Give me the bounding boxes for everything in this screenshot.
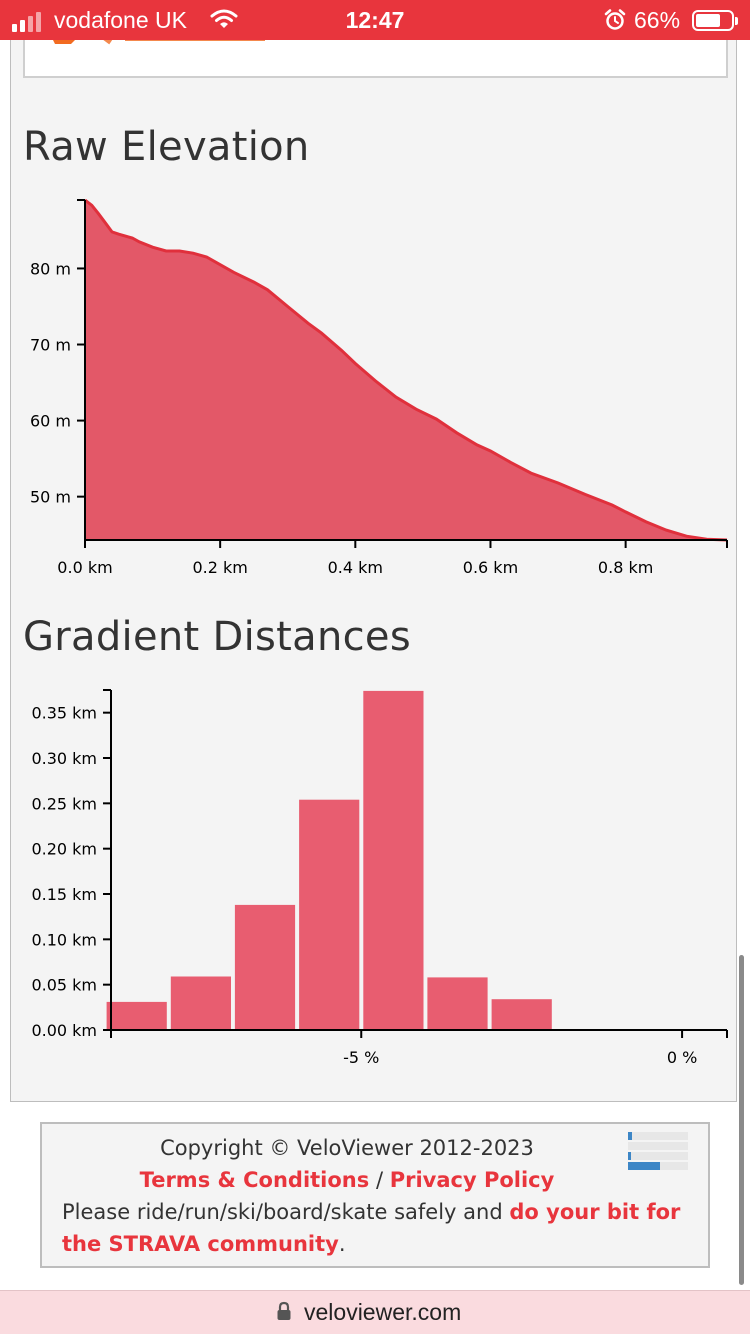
y-tick-label: 0.35 km — [31, 704, 97, 723]
cellular-signal-icon — [12, 12, 41, 32]
safety-text: Please ride/run/ski/board/skate safely a… — [62, 1200, 510, 1224]
y-tick-label: 0.20 km — [31, 840, 97, 859]
gradient-bar — [299, 799, 360, 1030]
legal-links: Terms & Conditions / Privacy Policy — [42, 1164, 652, 1196]
y-tick-label: 60 m — [30, 412, 71, 431]
battery-percentage: 66% — [634, 7, 681, 33]
browser-url-bar[interactable]: veloviewer.com — [0, 1290, 750, 1334]
gradient-bar — [170, 976, 231, 1030]
battery-icon — [692, 10, 738, 31]
legal-separator: / — [369, 1168, 390, 1192]
url-text: veloviewer.com — [304, 1299, 462, 1325]
gradient-bar — [106, 1001, 167, 1030]
y-tick-label: 80 m — [30, 259, 71, 278]
elevation-area — [85, 200, 727, 540]
gradient-distances-title: Gradient Distances — [23, 614, 411, 660]
x-tick-label: 0.0 km — [57, 558, 112, 577]
terms-link[interactable]: Terms & Conditions — [139, 1168, 370, 1192]
carrier-name: vodafone UK — [54, 7, 187, 33]
copyright-text: Copyright © VeloViewer 2012-2023 — [160, 1136, 534, 1160]
x-tick-label: -5 % — [343, 1048, 379, 1067]
previous-section-box — [23, 40, 728, 78]
server-stats-icon — [628, 1132, 690, 1172]
y-tick-label: 0.00 km — [31, 1021, 97, 1040]
raw-elevation-chart: 50 m 60 m 70 m 80 m 0.0 km 0.2 km 0.4 km 0.6 km… — [11, 190, 738, 590]
elevation-line — [84, 198, 728, 542]
x-tick-label: 0.2 km — [192, 558, 247, 577]
safety-message: Please ride/run/ski/board/skate safely a… — [62, 1196, 682, 1260]
x-tick-label: 0 % — [667, 1048, 697, 1067]
status-time: 12:47 — [345, 7, 405, 33]
alarm-clock-icon — [604, 9, 626, 30]
y-tick-label: 0.15 km — [31, 885, 97, 904]
x-tick-label: 0.4 km — [328, 558, 383, 577]
y-tick-label: 0.25 km — [31, 794, 97, 813]
strava-logo-fragment-icon — [53, 40, 265, 45]
wifi-icon — [210, 9, 238, 28]
battery-fill — [696, 14, 720, 27]
x-tick-label: 0.8 km — [598, 558, 653, 577]
gradient-bar — [427, 977, 488, 1030]
x-tick-label: 0.6 km — [463, 558, 518, 577]
y-tick-label: 0.05 km — [31, 976, 97, 995]
privacy-link[interactable]: Privacy Policy — [389, 1168, 555, 1192]
gradient-bar — [363, 690, 424, 1030]
gradient-bar — [234, 904, 296, 1030]
activity-panel: Raw Elevation 50 m 60 m 70 m 80 m 0.0 km 0.2 … — [10, 40, 737, 1102]
y-tick-label: 0.30 km — [31, 749, 97, 768]
y-tick-label: 70 m — [30, 336, 71, 355]
lock-icon — [277, 1301, 291, 1320]
y-tick-label: 0.10 km — [31, 930, 97, 949]
y-tick-label: 50 m — [30, 488, 71, 507]
status-bar: vodafone UK 12:47 66% — [0, 0, 750, 40]
safety-end: . — [338, 1232, 346, 1256]
page-scrollbar[interactable] — [739, 955, 744, 1285]
footer: Copyright © VeloViewer 2012-2023 Terms &… — [40, 1122, 710, 1268]
raw-elevation-title: Raw Elevation — [23, 124, 310, 170]
gradient-distances-chart: 0.00 km 0.05 km 0.10 km 0.15 km 0.20 km 0.25 … — [11, 680, 738, 1100]
strava-community-link[interactable]: do your bit for the STRAVA community — [62, 1200, 681, 1256]
gradient-bar — [491, 999, 552, 1030]
